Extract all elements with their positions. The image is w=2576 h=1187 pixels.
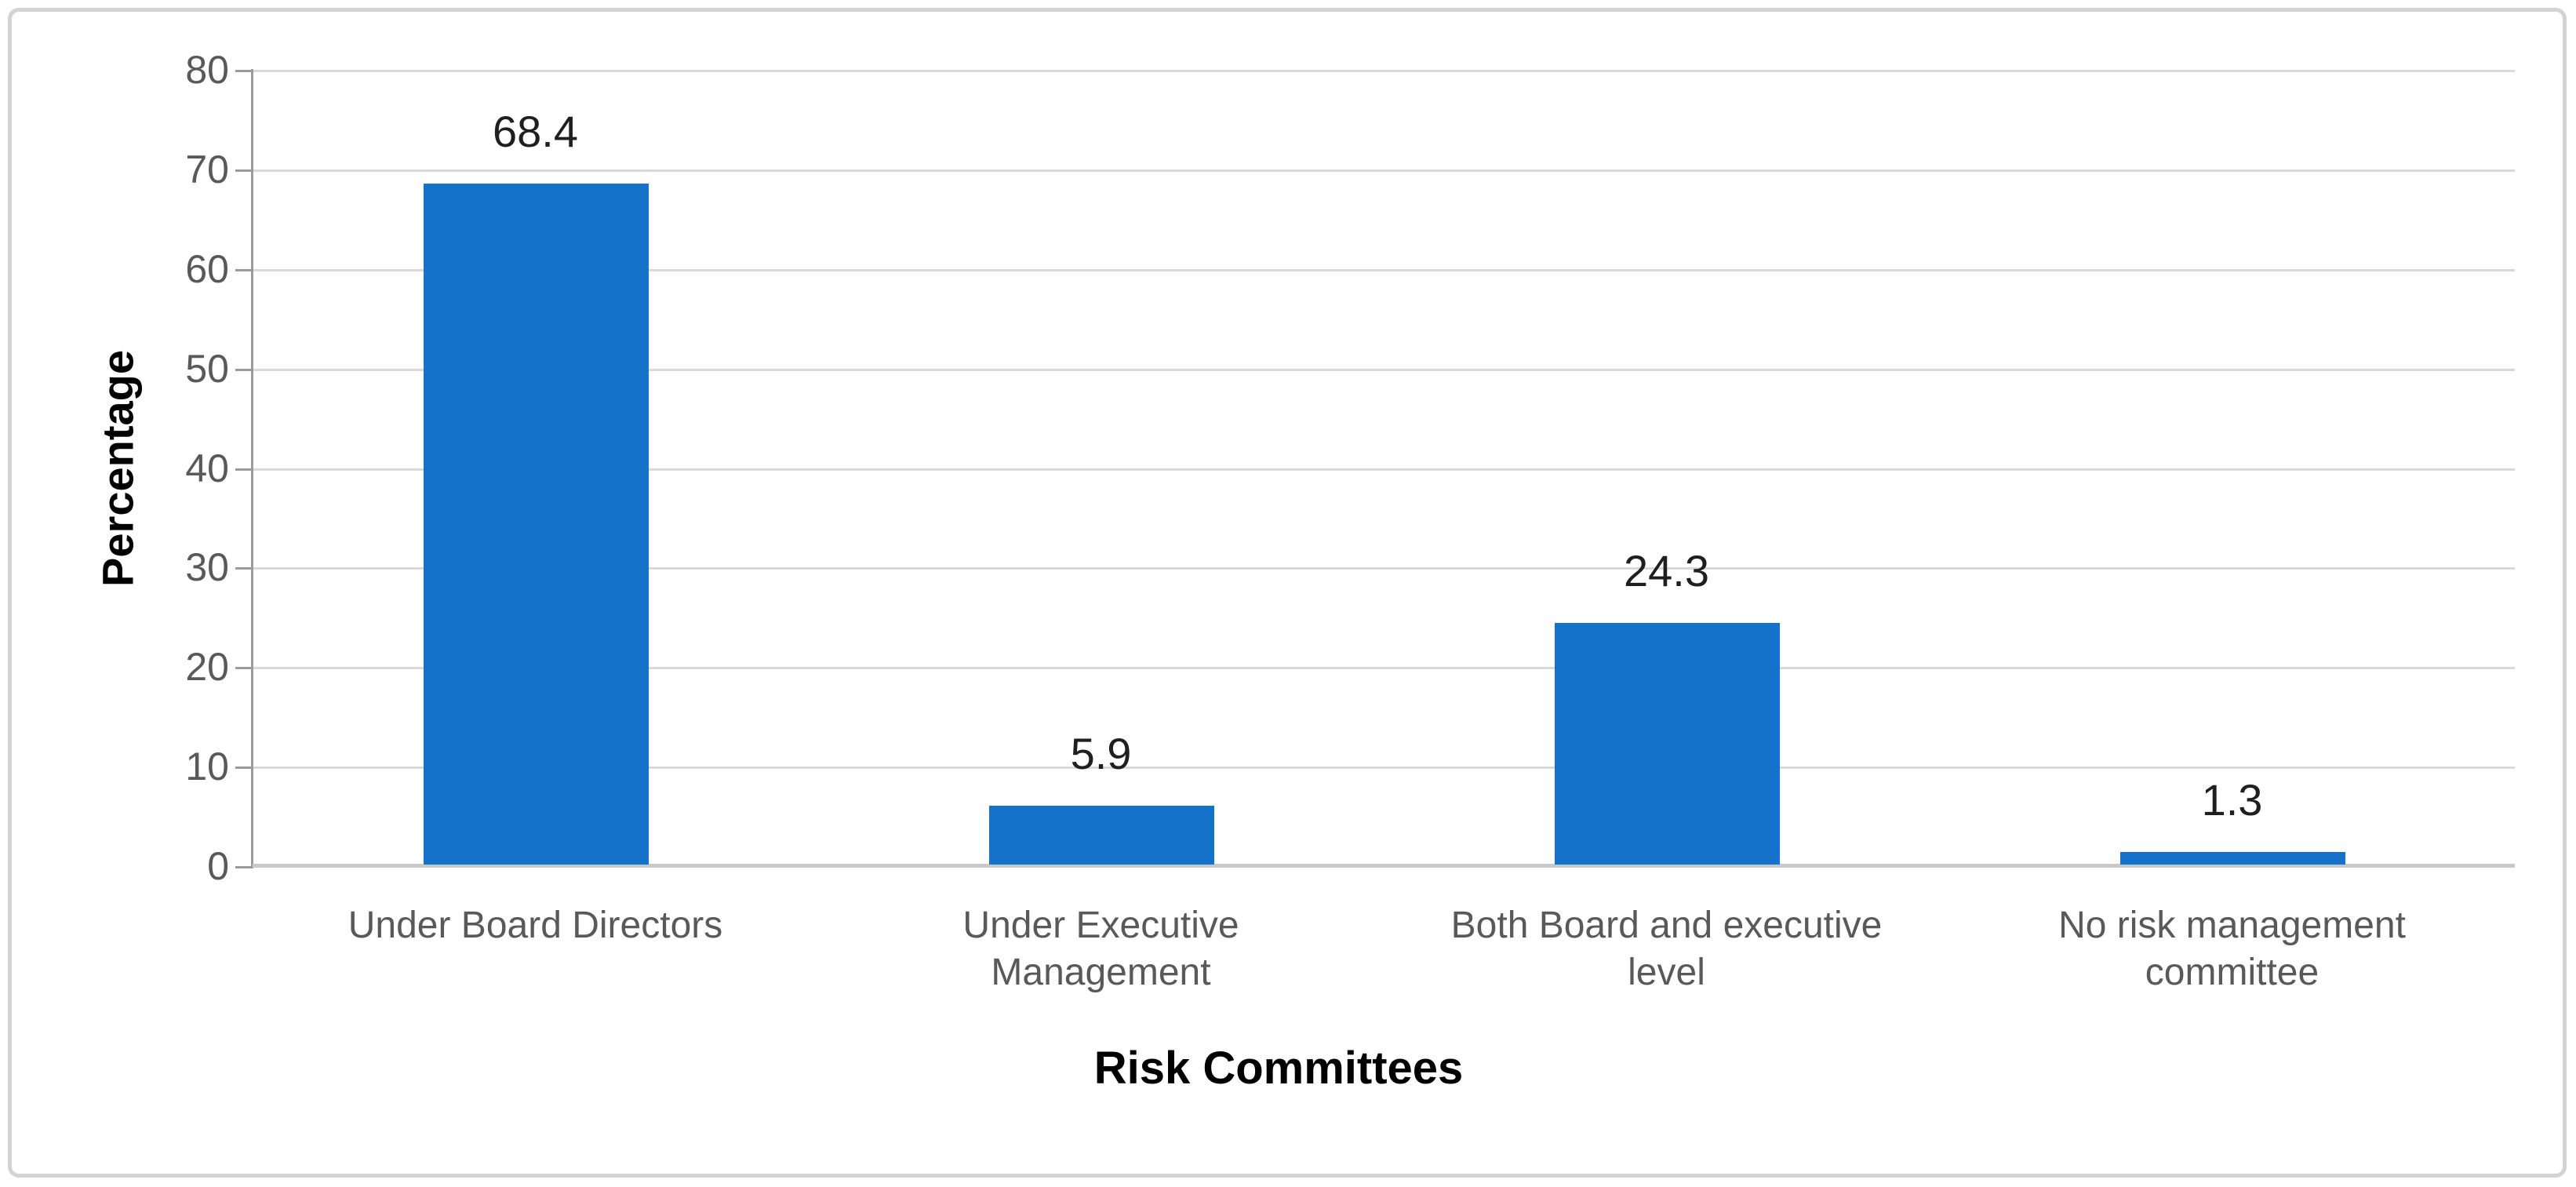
y-tick-label-70: 70 bbox=[185, 147, 229, 191]
data-label-under-board-directors: 68.4 bbox=[493, 107, 578, 156]
category-label-under-executive-management: Under Executive Management bbox=[962, 905, 1239, 993]
plot-area: 68.4 5.9 24.3 1.3 bbox=[235, 69, 2515, 868]
x-axis-title: Risk Committees bbox=[1093, 1043, 1464, 1094]
y-tick-label-50: 50 bbox=[185, 346, 229, 391]
y-tick-label-80: 80 bbox=[185, 47, 229, 92]
y-tick-label-0: 0 bbox=[207, 843, 229, 888]
data-label-no-risk-management-committee: 1.3 bbox=[2201, 775, 2263, 825]
x-axis-category-labels: Under Board Directors Under Executive Mana… bbox=[253, 902, 2515, 996]
y-axis-line bbox=[251, 69, 253, 868]
y-tick-label-60: 60 bbox=[185, 246, 229, 291]
gridline-40 bbox=[253, 468, 2515, 471]
category-label-both-board-and-executive-level: Both Board and executive level bbox=[1450, 905, 1883, 993]
y-tick-label-20: 20 bbox=[185, 645, 229, 690]
bar-under-board-directors bbox=[423, 184, 649, 865]
gridline-30 bbox=[253, 567, 2515, 570]
gridline-60 bbox=[253, 268, 2515, 271]
category-label-under-board-directors: Under Board Directors bbox=[347, 905, 723, 946]
y-tick-label-30: 30 bbox=[185, 545, 229, 590]
y-tick-mark-0 bbox=[235, 866, 253, 868]
bar-both-board-and-executive-level bbox=[1554, 623, 1780, 865]
gridline-80 bbox=[253, 70, 2515, 72]
y-tick-mark-80 bbox=[235, 70, 253, 72]
y-tick-mark-70 bbox=[235, 169, 253, 172]
y-tick-mark-30 bbox=[235, 567, 253, 570]
y-tick-label-40: 40 bbox=[185, 446, 229, 490]
gridline-10 bbox=[253, 766, 2515, 770]
gridline-20 bbox=[253, 667, 2515, 670]
gridline-70 bbox=[253, 169, 2515, 172]
gridline-50 bbox=[253, 368, 2515, 371]
data-label-under-executive-management: 5.9 bbox=[1070, 729, 1132, 778]
y-tick-mark-20 bbox=[235, 667, 253, 670]
data-label-both-board-and-executive-level: 24.3 bbox=[1624, 546, 1709, 595]
bar-no-risk-management-committee bbox=[2119, 852, 2345, 865]
x-axis-line bbox=[253, 864, 2515, 868]
y-tick-mark-50 bbox=[235, 368, 253, 371]
bar-under-executive-management bbox=[988, 806, 1214, 865]
y-tick-mark-10 bbox=[235, 766, 253, 770]
y-tick-mark-40 bbox=[235, 468, 253, 471]
y-tick-mark-60 bbox=[235, 268, 253, 271]
y-tick-label-10: 10 bbox=[185, 744, 229, 788]
category-label-no-risk-management-committee: No risk management committee bbox=[2058, 905, 2406, 993]
y-axis-tick-labels: 0 10 20 30 40 50 60 70 80 bbox=[0, 48, 229, 888]
